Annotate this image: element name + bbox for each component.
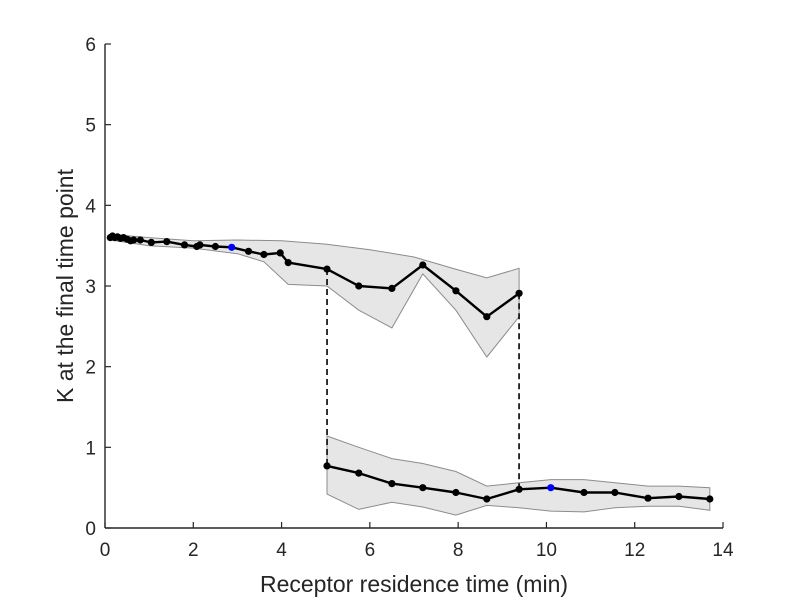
- data-point: [147, 238, 155, 246]
- x-tick-label: 10: [536, 540, 557, 561]
- data-point: [706, 495, 714, 503]
- data-point: [211, 242, 219, 251]
- x-axis-ticks: 0 2 4 6 8 10 12 14: [100, 522, 734, 561]
- data-point: [244, 247, 253, 255]
- series-lines: [109, 234, 710, 501]
- y-tick-label: 0: [85, 519, 96, 540]
- data-point: [452, 287, 460, 295]
- x-tick-label: 0: [100, 540, 111, 561]
- data-point: [388, 284, 396, 292]
- y-tick-label: 4: [85, 196, 96, 217]
- data-point: [196, 241, 204, 249]
- data-markers: [106, 232, 714, 503]
- data-point: [644, 494, 652, 502]
- data-point: [284, 259, 292, 267]
- x-tick-label: 14: [712, 540, 734, 561]
- y-axis-title: K at the final time point: [52, 168, 78, 403]
- y-tick-label: 5: [85, 116, 96, 137]
- y-tick-label: 3: [85, 277, 96, 298]
- series-1-band: [109, 233, 520, 358]
- data-point: [483, 313, 491, 321]
- data-point: [419, 484, 427, 492]
- data-point: [452, 488, 460, 497]
- highlighted-point: [547, 484, 555, 492]
- data-point: [355, 469, 363, 477]
- data-point: [419, 261, 427, 269]
- connectors: [326, 269, 520, 490]
- data-point: [580, 488, 588, 497]
- data-point: [515, 485, 523, 493]
- data-point: [180, 241, 189, 249]
- x-tick-label: 2: [188, 540, 199, 561]
- data-point: [276, 249, 284, 257]
- data-point: [483, 495, 491, 503]
- x-tick-label: 12: [624, 540, 645, 561]
- data-point: [130, 236, 138, 244]
- data-point: [355, 282, 363, 290]
- data-point: [260, 250, 268, 259]
- y-tick-label: 2: [85, 358, 96, 379]
- x-axis-title: Receptor residence time (min): [260, 571, 568, 597]
- data-point: [515, 289, 523, 297]
- y-tick-label: 6: [85, 35, 96, 56]
- confidence-bands: [109, 233, 711, 516]
- data-point: [136, 236, 144, 244]
- x-tick-label: 4: [276, 540, 287, 561]
- y-axis-ticks: 0 1 2 3 4 5 6: [85, 35, 111, 540]
- highlighted-point: [228, 243, 236, 251]
- data-point: [323, 462, 331, 470]
- y-tick-label: 1: [85, 438, 96, 459]
- x-tick-label: 8: [453, 540, 464, 561]
- data-point: [611, 488, 619, 497]
- data-point: [388, 480, 396, 488]
- data-point: [323, 265, 331, 273]
- data-point: [163, 238, 171, 246]
- data-point: [675, 492, 683, 501]
- x-tick-label: 6: [365, 540, 376, 561]
